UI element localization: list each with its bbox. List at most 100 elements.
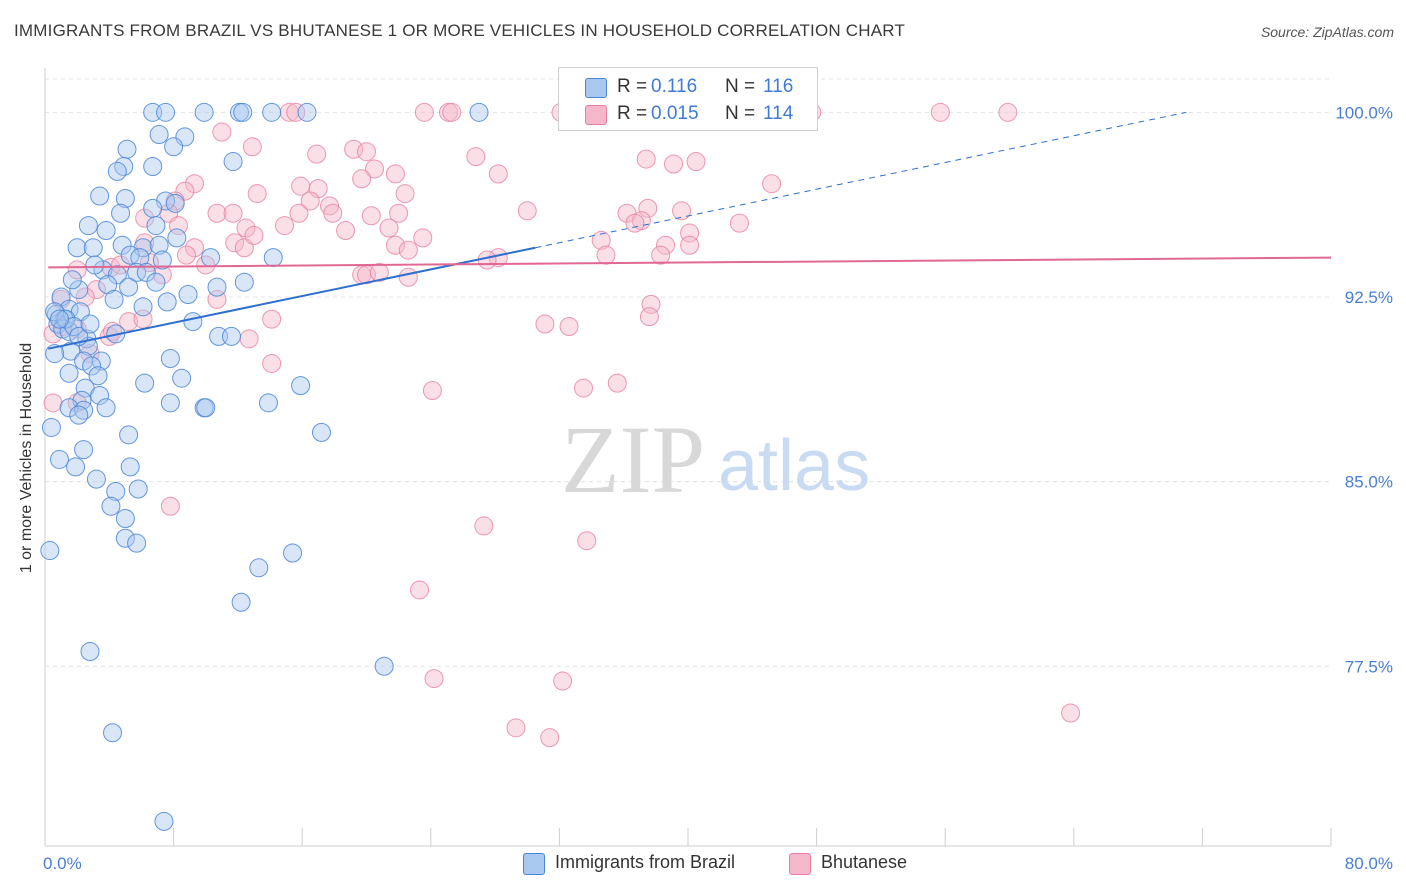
- data-point-bhutanese: [135, 208, 155, 228]
- data-point-brazil: [157, 292, 177, 312]
- data-point-brazil: [119, 277, 139, 297]
- data-point-bhutanese: [506, 718, 526, 738]
- trend-line-brazil-extension: [535, 111, 1187, 249]
- data-point-brazil: [143, 198, 163, 218]
- data-point-brazil: [62, 270, 82, 290]
- legend-item-label: Bhutanese: [821, 852, 908, 872]
- legend-swatch-brazil: [523, 853, 545, 875]
- data-point-brazil: [160, 349, 180, 369]
- data-point-brazil: [83, 238, 103, 258]
- data-point-brazil: [183, 312, 203, 332]
- legend-swatch-bhutanese: [585, 105, 607, 125]
- data-point-brazil: [178, 285, 198, 305]
- legend-n-label: N =: [725, 103, 756, 124]
- data-point-brazil: [127, 533, 147, 553]
- data-point-brazil: [160, 393, 180, 413]
- data-point-brazil: [297, 102, 317, 122]
- data-point-bhutanese: [395, 184, 415, 204]
- data-point-brazil: [80, 314, 100, 334]
- data-point-bhutanese: [1061, 703, 1081, 723]
- data-point-brazil: [107, 265, 127, 285]
- y-tick-label: 92.5%: [1345, 288, 1393, 307]
- data-point-bhutanese: [323, 203, 343, 223]
- data-point-bhutanese: [398, 267, 418, 287]
- series-brazil-points: [40, 102, 489, 831]
- watermark-atlas: atlas: [718, 426, 870, 506]
- data-point-brazil: [91, 351, 111, 371]
- data-point-brazil: [311, 422, 331, 442]
- data-point-brazil: [49, 449, 69, 469]
- data-point-bhutanese: [184, 174, 204, 194]
- data-point-brazil: [149, 235, 169, 255]
- data-point-brazil: [221, 326, 241, 346]
- data-point-bhutanese: [686, 152, 706, 172]
- data-point-brazil: [143, 156, 163, 176]
- data-point-brazil: [120, 457, 140, 477]
- data-point-bhutanese: [365, 159, 385, 179]
- legend-n-label: N =: [725, 76, 756, 97]
- data-point-brazil: [86, 469, 106, 489]
- data-point-brazil: [107, 161, 127, 181]
- data-point-bhutanese: [119, 312, 139, 332]
- data-point-brazil: [156, 102, 176, 122]
- tick-labels: 77.5% 85.0% 92.5% 100.0% 0.0% 80.0%: [43, 103, 1393, 873]
- data-point-bhutanese: [352, 169, 372, 189]
- data-point-bhutanese: [998, 102, 1018, 122]
- data-point-bhutanese: [680, 235, 700, 255]
- data-point-brazil: [96, 398, 116, 418]
- data-point-brazil: [196, 398, 216, 418]
- data-point-brazil: [119, 425, 139, 445]
- data-point-brazil: [234, 272, 254, 292]
- data-point-bhutanese: [67, 260, 87, 280]
- data-point-bhutanese: [369, 262, 389, 282]
- data-point-bhutanese: [275, 216, 295, 236]
- data-point-bhutanese: [729, 213, 749, 233]
- data-point-bhutanese: [307, 144, 327, 164]
- data-point-brazil: [111, 203, 131, 223]
- series-bhutanese-points: [43, 102, 1081, 748]
- data-point-bhutanese: [414, 102, 434, 122]
- data-point-brazil: [146, 272, 166, 292]
- data-point-bhutanese: [636, 149, 656, 169]
- data-point-brazil: [74, 440, 94, 460]
- data-point-bhutanese: [247, 184, 267, 204]
- data-point-bhutanese: [559, 317, 579, 337]
- y-tick-label: 77.5%: [1345, 657, 1393, 676]
- data-point-bhutanese: [242, 137, 262, 157]
- data-point-bhutanese: [591, 230, 611, 250]
- data-point-brazil: [291, 376, 311, 396]
- data-point-bhutanese: [43, 393, 63, 413]
- data-point-bhutanese: [262, 353, 282, 373]
- data-point-bhutanese: [385, 164, 405, 184]
- data-point-brazil: [117, 139, 137, 159]
- legend-n-value: 114: [763, 103, 794, 124]
- data-point-bhutanese: [625, 213, 645, 233]
- data-point-bhutanese: [930, 102, 950, 122]
- trend-lines: [48, 111, 1332, 350]
- data-point-brazil: [115, 509, 135, 529]
- data-point-bhutanese: [212, 122, 232, 142]
- data-point-brazil: [88, 366, 108, 386]
- data-point-brazil: [106, 481, 126, 501]
- data-point-bhutanese: [286, 102, 306, 122]
- data-point-brazil: [127, 262, 147, 282]
- data-point-bhutanese: [664, 154, 684, 174]
- data-point-brazil: [80, 642, 100, 661]
- data-point-brazil: [233, 102, 253, 122]
- data-point-bhutanese: [474, 516, 494, 536]
- data-point-bhutanese: [596, 245, 616, 265]
- data-point-bhutanese: [488, 164, 508, 184]
- source-label: Source: ZipAtlas.com: [1260, 24, 1394, 40]
- legend-r-value: 0.015: [651, 103, 699, 124]
- data-point-brazil: [164, 137, 184, 157]
- data-point-brazil: [85, 255, 105, 275]
- data-point-brazil: [231, 592, 251, 612]
- data-point-bhutanese: [176, 245, 196, 265]
- data-point-brazil: [69, 280, 89, 300]
- data-point-bhutanese: [75, 287, 95, 307]
- data-point-brazil: [112, 235, 132, 255]
- data-point-bhutanese: [223, 203, 243, 223]
- chart-title: IMMIGRANTS FROM BRAZIL VS BHUTANESE 1 OR…: [14, 21, 906, 40]
- data-point-brazil: [258, 393, 278, 413]
